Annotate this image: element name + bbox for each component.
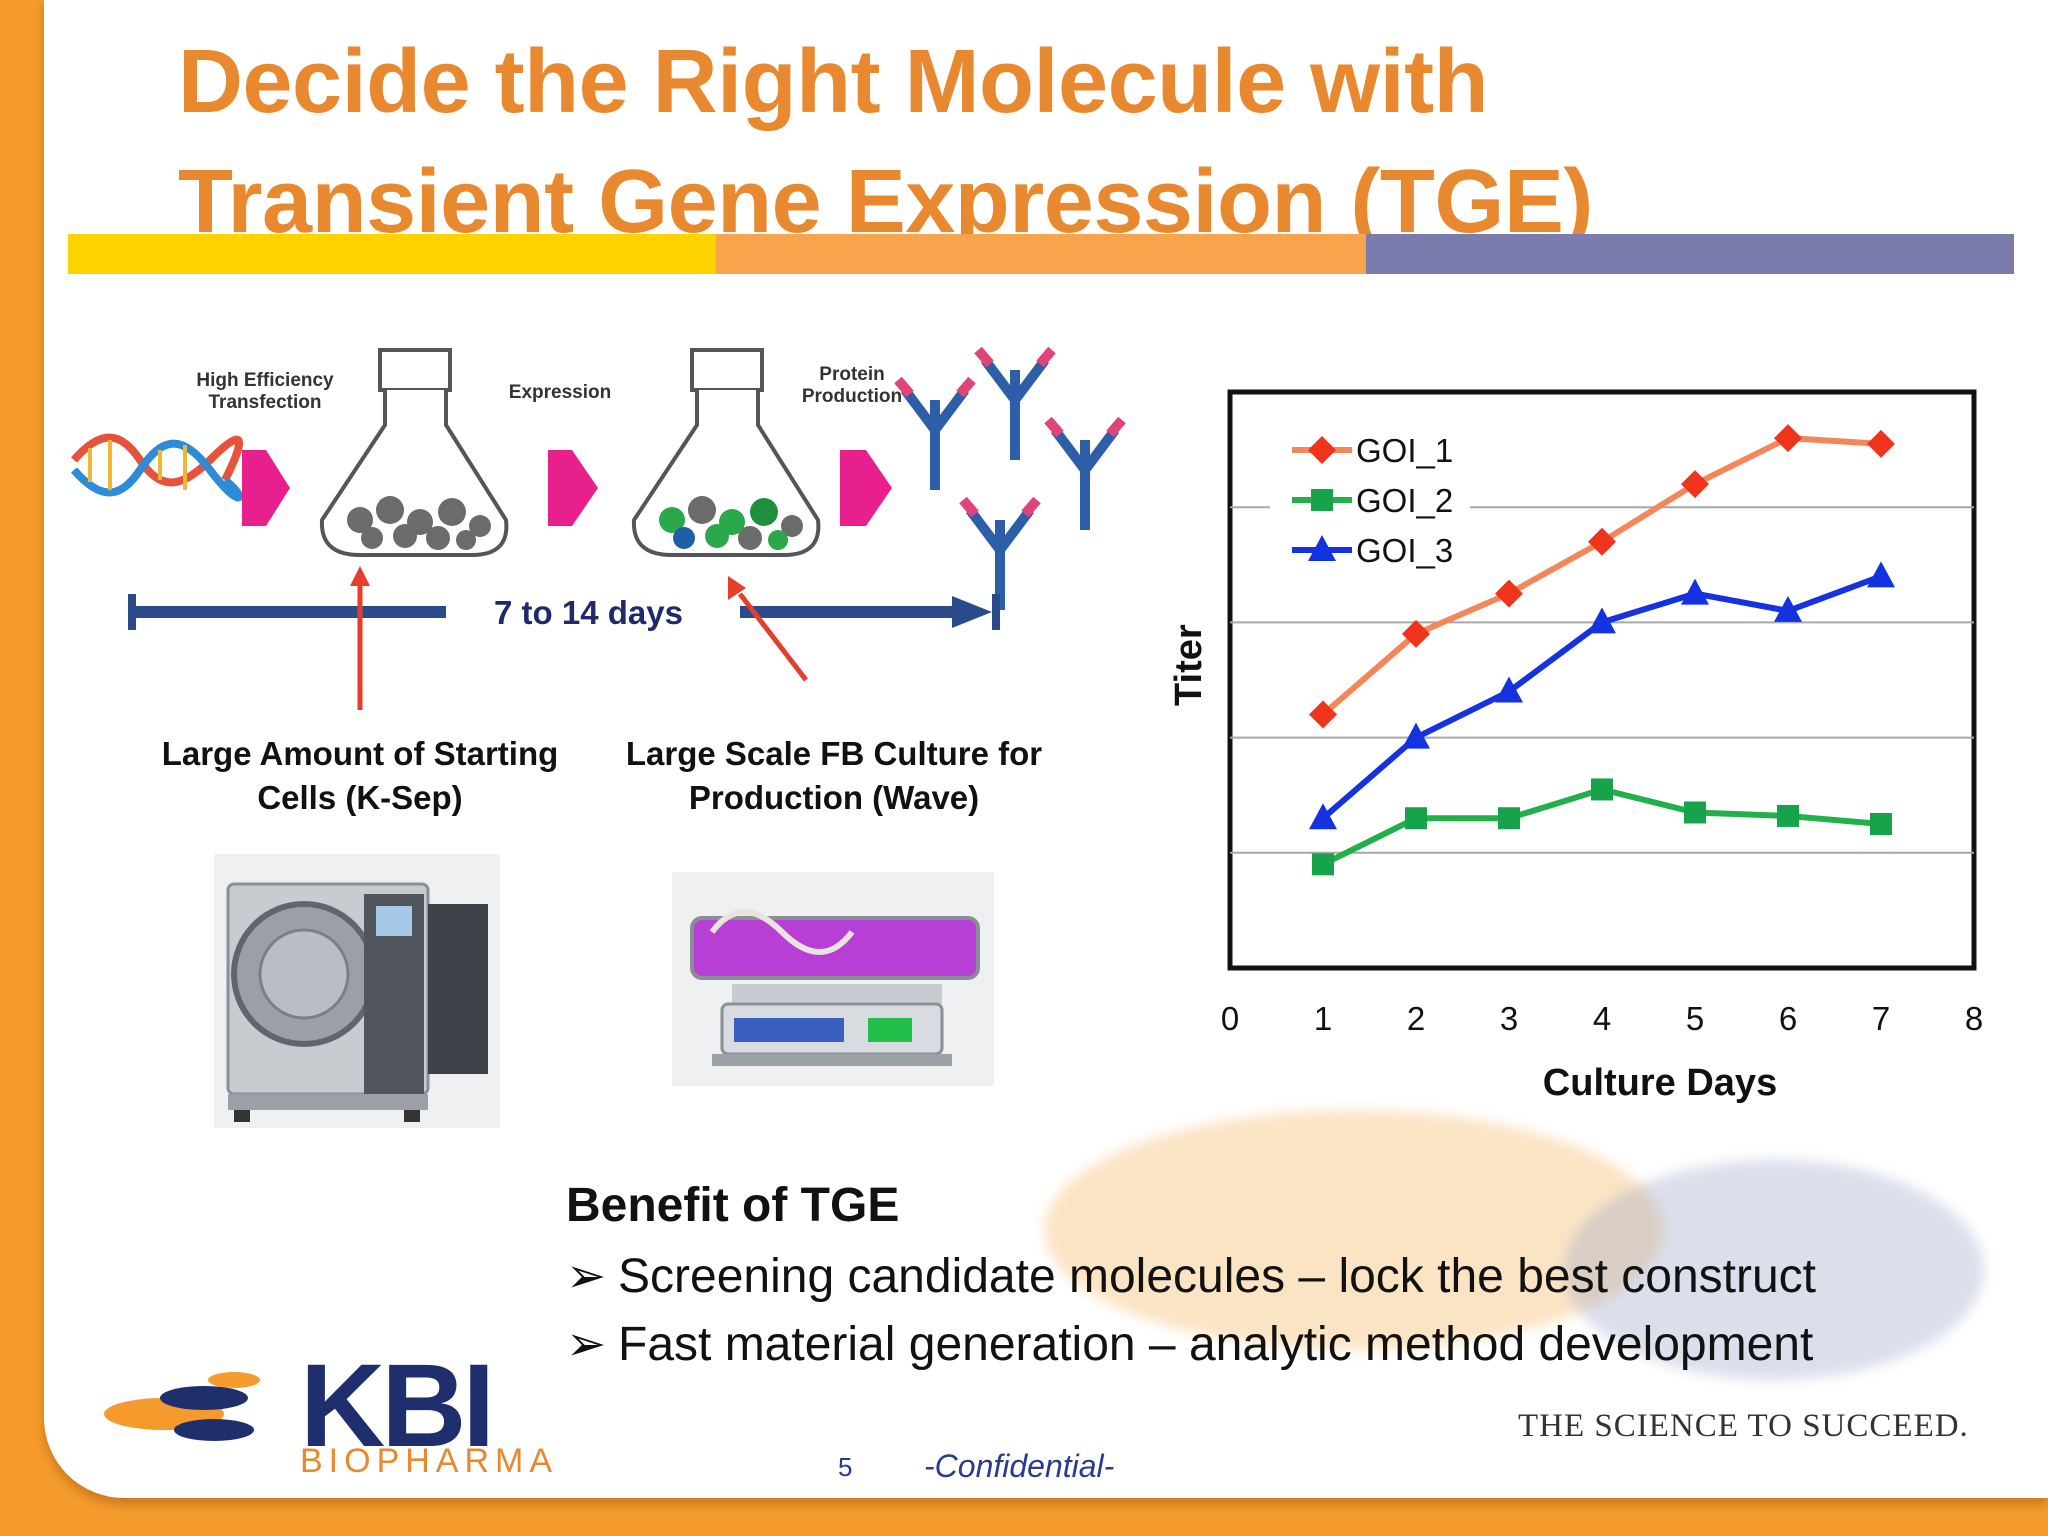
title-bar-purple xyxy=(1366,234,2014,274)
data-point xyxy=(1774,595,1802,622)
benefit-item-text: Screening candidate molecules – lock the… xyxy=(618,1250,1817,1303)
data-point xyxy=(1309,803,1337,830)
y-axis-label: Titer xyxy=(1168,624,1210,706)
flask-icon xyxy=(319,348,509,557)
step-label-protein-production: Protein Production xyxy=(801,364,903,407)
data-point xyxy=(1777,804,1799,827)
dna-helix-icon xyxy=(70,433,244,502)
x-tick-label: 1 xyxy=(1313,1000,1333,1037)
benefit-item-text: Fast material generation – analytic meth… xyxy=(618,1318,1814,1371)
background-swoosh xyxy=(1044,1110,1664,1350)
data-point xyxy=(1312,853,1334,876)
caption-ksep: Large Amount of Starting Cells (K-Sep) xyxy=(161,735,559,816)
data-point xyxy=(1309,700,1337,729)
data-point xyxy=(1681,470,1709,499)
timeline-arrowhead-icon xyxy=(952,596,992,628)
pink-arrow-icon xyxy=(548,450,598,526)
slogan: THE SCIENCE TO SUCCEED. xyxy=(1518,1408,1969,1444)
ksep-machine-image xyxy=(214,854,500,1128)
kbi-logo-mark xyxy=(104,1372,260,1441)
bullet-arrow-icon: ➢ xyxy=(566,1250,607,1303)
x-tick-label: 6 xyxy=(1778,1000,1798,1037)
x-tick-label: 0 xyxy=(1220,1000,1240,1037)
data-point xyxy=(1588,607,1616,634)
data-point xyxy=(1402,619,1430,648)
timeline-label: 7 to 14 days xyxy=(494,594,683,631)
pink-arrow-icon xyxy=(242,450,290,526)
red-arrowhead-icon xyxy=(728,576,746,600)
data-point xyxy=(1308,436,1336,464)
x-tick-label: 3 xyxy=(1499,1000,1519,1037)
background-swoosh xyxy=(1564,1160,1984,1380)
x-tick-label: 8 xyxy=(1964,1000,1984,1037)
data-point xyxy=(1681,578,1709,605)
data-point xyxy=(1495,676,1523,703)
legend-label: GOI_3 xyxy=(1356,532,1453,569)
red-pointer-arrow xyxy=(738,592,808,682)
data-point xyxy=(1402,722,1430,749)
x-tick-label: 2 xyxy=(1406,1000,1426,1037)
benefit-item-2: ➢ Fast material generation – analytic met… xyxy=(566,1316,1813,1372)
data-point xyxy=(1308,535,1336,561)
benefits-heading: Benefit of TGE xyxy=(566,1179,900,1232)
tge-process-diagram xyxy=(70,346,1126,710)
x-tick-label: 7 xyxy=(1871,1000,1891,1037)
benefit-item-1: ➢ Screening candidate molecules – lock th… xyxy=(566,1248,1816,1304)
data-point xyxy=(1684,801,1706,824)
title-line-1: Decide the Right Molecule with xyxy=(178,32,1489,132)
antibody-icon xyxy=(894,346,1126,610)
confidential-label: -Confidential- xyxy=(924,1448,1115,1484)
caption-wave: Large Scale FB Culture for Production (W… xyxy=(625,735,1043,816)
data-point xyxy=(1495,579,1523,608)
data-point xyxy=(1870,813,1892,835)
x-axis-label: Culture Days xyxy=(1542,1062,1778,1104)
legend-label: GOI_1 xyxy=(1356,432,1453,469)
logo-text: KBI xyxy=(300,1340,495,1472)
logo-subtext: BIOPHARMA xyxy=(300,1442,559,1480)
data-point xyxy=(1867,561,1895,588)
pink-arrow-icon xyxy=(840,450,892,526)
title-bar-orange xyxy=(716,234,1366,274)
chart-legend: GOI_1 GOI_2 GOI_3 xyxy=(1270,428,1470,572)
bullet-arrow-icon: ➢ xyxy=(566,1318,607,1371)
data-point xyxy=(1867,429,1895,458)
data-point xyxy=(1405,807,1427,830)
data-point xyxy=(1498,807,1520,830)
data-point xyxy=(1591,778,1613,801)
slide-title: Decide the Right Molecule with Transient… xyxy=(178,22,1593,262)
step-label-transfection: High Efficiency Transfection xyxy=(196,370,334,413)
red-arrowhead-icon xyxy=(350,566,370,586)
data-point xyxy=(1774,424,1802,453)
x-tick-label: 4 xyxy=(1592,1000,1612,1037)
legend-label: GOI_2 xyxy=(1356,482,1453,519)
step-label-expression: Expression xyxy=(508,382,612,403)
page-number: 5 xyxy=(838,1452,853,1482)
flask-icon xyxy=(631,348,821,557)
kbi-logo: KBI BIOPHARMA xyxy=(104,1340,552,1485)
x-tick-label: 5 xyxy=(1685,1000,1705,1037)
title-bar-yellow xyxy=(68,234,716,274)
data-point xyxy=(1311,489,1333,511)
wave-bioreactor-image xyxy=(672,872,994,1086)
titer-line-chart: GOI_1 GOI_2 GOI_3 xyxy=(1227,389,1977,971)
data-point xyxy=(1588,527,1616,556)
series-layer xyxy=(1309,424,1895,876)
